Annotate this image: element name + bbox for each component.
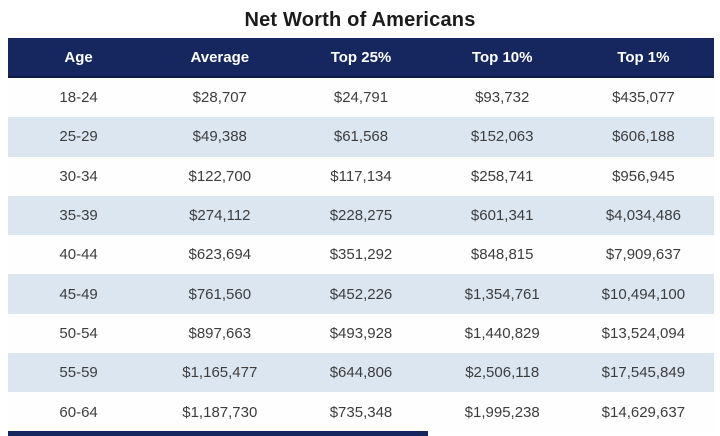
table-cell: 30-34: [59, 167, 98, 185]
bottom-cutoff-bar: [8, 431, 428, 436]
table-cell: $897,663: [188, 324, 252, 342]
table-cell: $122,700: [188, 167, 252, 185]
table-cell: $274,112: [189, 207, 251, 225]
table-body: 18-24 $28,707 $24,791 $93,732 $435,077 25-29 $…: [8, 78, 714, 432]
table-header-row: Age Average Top 25% Top 10% Top 1%: [8, 38, 714, 78]
table-cell: $848,815: [470, 246, 534, 264]
table-cell: $228,275: [329, 207, 393, 225]
table-cell: $7,909,637: [605, 246, 681, 264]
table-cell: $435,077: [612, 89, 675, 107]
page-title: Net Worth of Americans: [244, 9, 476, 31]
table-row: 55-59 $1,165,477 $644,806 $2,506,118 $17,545…: [8, 353, 714, 393]
table-cell: $24,791: [333, 89, 389, 107]
table-cell: $117,134: [330, 167, 392, 185]
table-cell: $761,560: [188, 285, 252, 303]
table-row: 18-24 $28,707 $24,791 $93,732 $435,077: [8, 78, 714, 118]
table-cell: $17,545,849: [601, 364, 686, 382]
table-cell: $61,568: [333, 128, 389, 146]
net-worth-table: Age Average Top 25% Top 10% Top 1% 18-24 $28,…: [8, 38, 714, 436]
table-cell: $606,188: [612, 128, 675, 146]
table-cell: $49,388: [192, 128, 247, 146]
table-cell: $735,348: [329, 403, 393, 421]
table-row: 50-54 $897,663 $493,928 $1,440,829 $13,524,0…: [8, 313, 714, 354]
table-cell: 50-54: [59, 324, 98, 342]
table-cell: $644,806: [329, 364, 393, 382]
table-cell: $493,928: [329, 324, 393, 342]
table-cell: $1,187,730: [182, 403, 258, 421]
column-header: Age: [64, 48, 93, 66]
table-row: 45-49 $761,560 $452,226 $1,354,761 $10,494,1…: [8, 274, 714, 314]
table-row: 60-64 $1,187,730 $735,348 $1,995,238 $14,629…: [8, 392, 714, 432]
table-row: 25-29 $49,388 $61,568 $152,063 $606,188: [8, 117, 714, 157]
table-cell: $623,694: [188, 246, 252, 264]
table-cell: 55-59: [59, 364, 98, 382]
table-row: 35-39 $274,112 $228,275 $601,341 $4,034,486: [8, 195, 714, 236]
table-cell: $1,165,477: [182, 364, 258, 382]
table-cell: 40-44: [59, 246, 98, 264]
table-cell: 45-49: [59, 285, 98, 303]
table-row: 40-44 $623,694 $351,292 $848,815 $7,909,637: [8, 235, 714, 275]
table-cell: 60-64: [59, 403, 98, 421]
table-cell: $1,354,761: [464, 285, 540, 303]
table-cell: $4,034,486: [605, 207, 681, 225]
table-cell: $152,063: [470, 128, 534, 146]
table-cell: $601,341: [470, 207, 534, 225]
column-header: Top 25%: [330, 48, 392, 66]
table-cell: $351,292: [329, 246, 393, 264]
table-cell: $13,524,094: [601, 324, 686, 342]
table-cell: $28,707: [192, 89, 247, 107]
table-cell: $956,945: [612, 167, 675, 185]
table-cell: $93,732: [475, 89, 530, 107]
table-cell: $1,440,829: [464, 324, 540, 342]
column-header: Average: [190, 48, 250, 66]
table-cell: $2,506,118: [465, 364, 540, 382]
table-cell: 25-29: [59, 128, 98, 146]
table-cell: $14,629,637: [601, 403, 686, 421]
column-header: Top 10%: [471, 48, 533, 66]
table-cell: $1,995,238: [464, 403, 540, 421]
table-cell: 35-39: [59, 207, 98, 225]
table-cell: $258,741: [470, 167, 534, 185]
table-row: 30-34 $122,700 $117,134 $258,741 $956,945: [8, 156, 714, 196]
table-cell: $452,226: [329, 285, 393, 303]
table-cell: $10,494,100: [601, 285, 686, 303]
table-cell: 18-24: [59, 89, 98, 107]
column-header: Top 1%: [617, 48, 670, 66]
